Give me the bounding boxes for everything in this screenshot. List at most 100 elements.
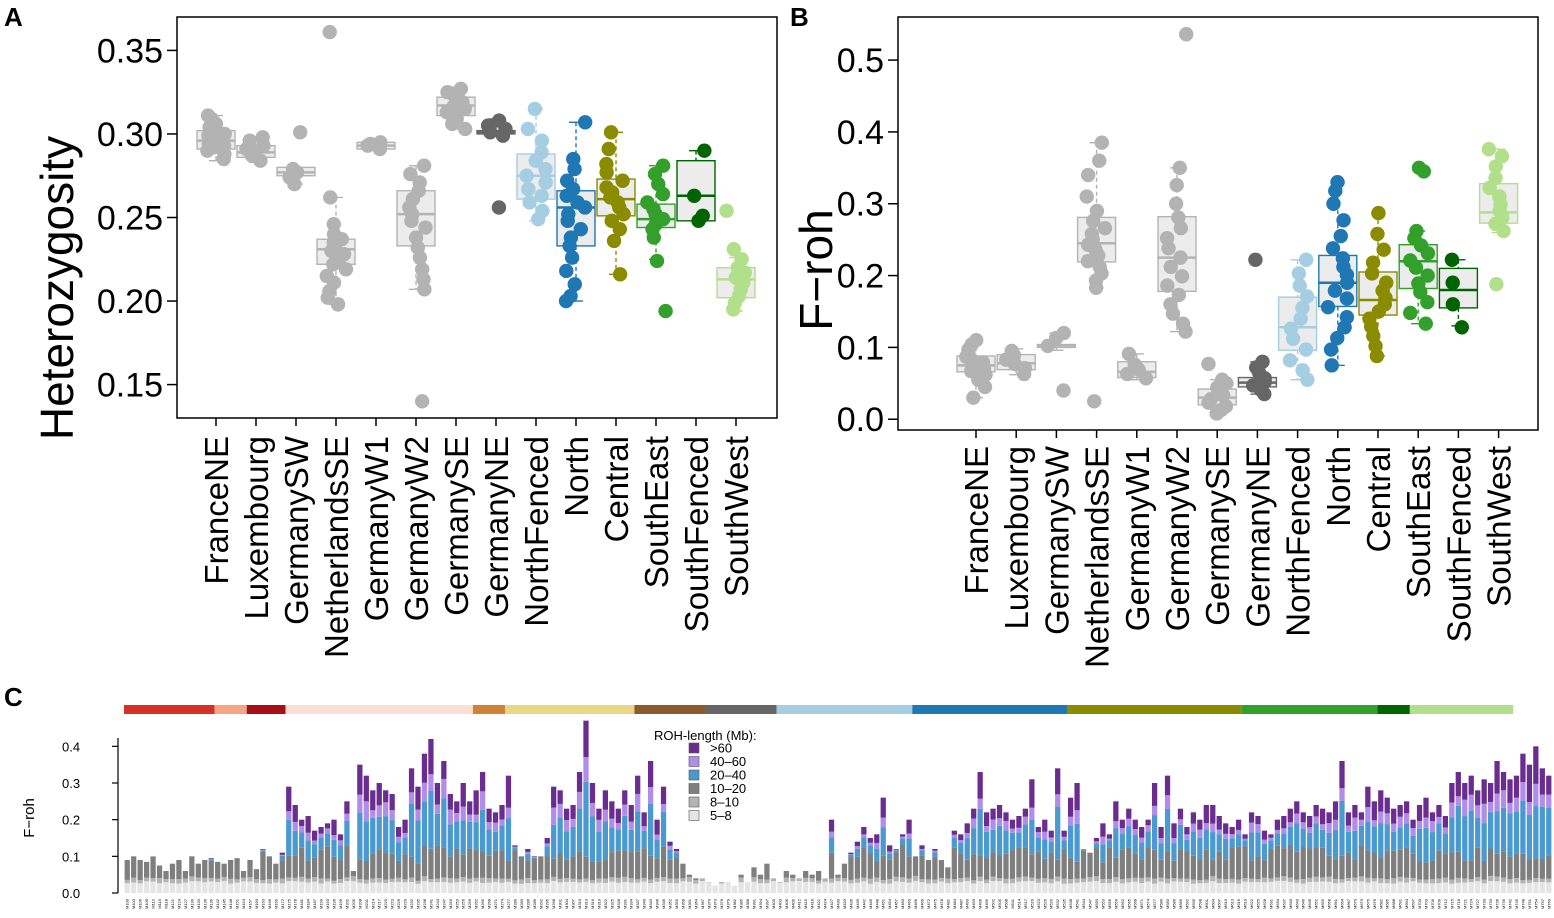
c-bar-segment <box>1197 879 1203 884</box>
c-bar-segment <box>434 882 441 893</box>
c-sample-label: M517 <box>1023 898 1028 909</box>
c-bar: M244 <box>434 783 441 909</box>
a-y-tick-label: 0.30 <box>97 116 163 154</box>
c-bar: M166 <box>266 856 273 909</box>
c-bar-segment <box>512 880 518 884</box>
c-bar-segment <box>286 855 292 878</box>
c-sample-label: M178 <box>293 898 298 909</box>
c-sample-label: M751 <box>1527 898 1532 909</box>
c-bar-segment <box>977 772 983 799</box>
c-bar-segment <box>1345 831 1352 853</box>
panel-b-y-axis-label: F−roh <box>790 209 842 330</box>
c-bar-segment <box>1145 848 1151 878</box>
c-bar-segment <box>195 863 201 878</box>
c-bar-segment <box>880 855 886 881</box>
c-bar-segment <box>376 783 382 806</box>
c-bar-segment <box>1307 881 1313 893</box>
c-bar-segment <box>964 877 970 882</box>
c-bar-segment <box>1500 790 1507 808</box>
c-bar-segment <box>1048 878 1054 884</box>
c-bar: M700 <box>1416 805 1423 909</box>
c-sample-label: M217 <box>377 898 382 909</box>
c-bar-segment <box>1119 819 1125 829</box>
c-bar-segment <box>318 833 324 838</box>
b-data-point <box>1327 283 1343 298</box>
c-bar-segment <box>1048 883 1054 893</box>
c-bar-segment <box>1513 811 1520 854</box>
c-bar-segment <box>641 830 647 849</box>
c-bar-segment <box>958 882 964 893</box>
c-sample-label: M748 <box>1520 898 1525 909</box>
c-bar-segment <box>357 764 363 795</box>
a-category-label: GermanySW <box>278 435 315 625</box>
c-bar-segment <box>551 880 557 893</box>
a-group-germanyne: GermanyNE <box>476 113 516 618</box>
c-bar-segment <box>557 817 563 854</box>
c-bar-segment <box>1287 881 1293 893</box>
c-bar-segment <box>1042 839 1048 859</box>
a-group-germanysw: GermanySW <box>276 125 316 625</box>
c-bar-segment <box>576 882 583 893</box>
c-bar-segment <box>1074 882 1080 893</box>
c-bar-segment <box>1481 779 1487 804</box>
c-sample-label: M646 <box>1301 898 1306 909</box>
c-bar-segment <box>835 881 841 893</box>
panel-label-a: A <box>4 2 23 32</box>
c-bar: M421 <box>815 871 822 909</box>
c-bar-segment <box>260 850 266 852</box>
c-sample-label: M574 <box>1146 898 1151 909</box>
c-bar-segment <box>983 831 990 859</box>
c-bar-segment <box>867 845 873 854</box>
c-group-bar-germanyw2 <box>505 705 635 714</box>
a-data-point <box>658 303 673 319</box>
c-bar-segment <box>311 830 318 841</box>
c-bar-segment <box>822 878 828 882</box>
c-bar-segment <box>1171 838 1177 844</box>
c-bar-segment <box>525 851 531 855</box>
c-sample-label: M613 <box>1230 898 1235 909</box>
b-data-point <box>1324 358 1339 373</box>
c-sample-label: M487 <box>958 898 963 909</box>
c-bar: M127 <box>182 871 189 909</box>
c-bar-segment <box>880 797 886 818</box>
c-bar-segment <box>854 878 861 883</box>
c-bar: M253 <box>454 801 460 909</box>
c-bar-segment <box>1326 812 1332 824</box>
c-bar-segment <box>861 881 867 893</box>
c-bar-segment <box>609 852 615 878</box>
c-sample-label: M388 <box>745 898 750 909</box>
c-bar-segment <box>467 814 473 822</box>
c-sample-label: M619 <box>1243 898 1248 909</box>
c-bar-segment <box>305 860 311 879</box>
c-bar: M118 <box>163 871 169 909</box>
c-bar-segment <box>460 820 466 855</box>
c-bar-segment <box>1481 879 1487 884</box>
c-bar-segment <box>1442 816 1449 828</box>
c-bar-segment <box>215 861 221 879</box>
c-bar-segment <box>1139 877 1145 884</box>
c-bar-segment <box>376 805 382 817</box>
c-sample-label: M139 <box>209 898 214 909</box>
c-bar-segment <box>971 883 977 893</box>
c-bar: M106 <box>137 860 143 909</box>
a-data-point <box>695 208 710 224</box>
c-bar: M730 <box>1481 779 1487 909</box>
c-sample-label: M538 <box>1068 898 1073 909</box>
c-bar-segment <box>1300 822 1306 829</box>
b-category-label: GermanyNE <box>1239 446 1276 628</box>
c-bar-segment <box>1436 816 1442 824</box>
c-bar-segment <box>395 881 402 893</box>
c-bar-segment <box>848 854 854 855</box>
a-data-point <box>418 220 433 235</box>
c-bar-segment <box>1190 883 1197 893</box>
c-sample-label: M358 <box>680 898 685 909</box>
c-bar: M310 <box>576 772 583 909</box>
b-data-point <box>1092 153 1107 168</box>
c-bar-segment <box>1507 802 1513 814</box>
c-bar-segment <box>1016 877 1022 882</box>
c-bar-segment <box>1397 816 1403 828</box>
c-bar: M724 <box>1468 775 1474 909</box>
a-data-point <box>200 108 216 123</box>
c-bar: M697 <box>1410 819 1416 909</box>
c-bar-segment <box>1410 827 1416 836</box>
